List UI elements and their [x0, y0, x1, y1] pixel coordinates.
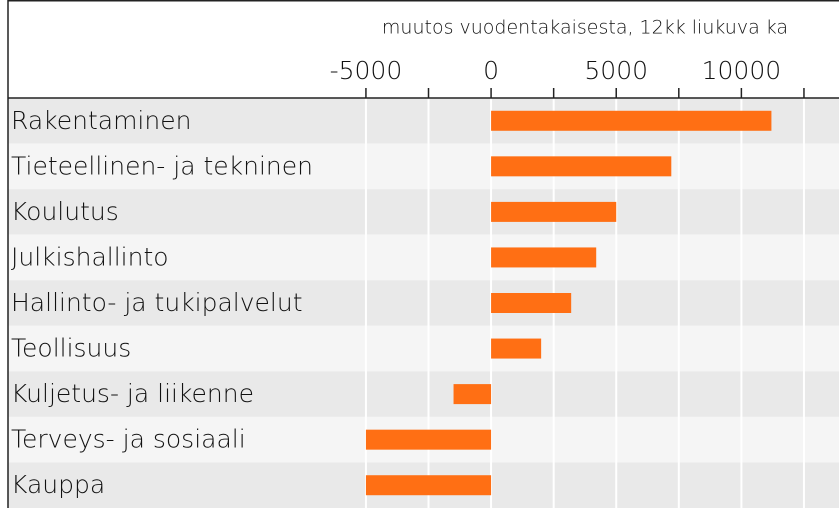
bar	[491, 247, 597, 268]
x-tick-label: 0	[483, 56, 499, 85]
x-tick-label: -5000	[330, 56, 403, 85]
row-band	[8, 234, 839, 281]
category-label: Kuljetus- ja liikenne	[11, 379, 254, 408]
category-label: Julkishallinto	[11, 242, 169, 271]
category-label: Terveys- ja sosiaali	[11, 425, 246, 454]
bar	[491, 293, 572, 313]
category-label: Tieteellinen- ja tekninen	[11, 151, 313, 180]
bar	[491, 338, 542, 359]
bar	[491, 110, 772, 131]
row-band	[8, 280, 839, 326]
category-label: Koulutus	[11, 197, 119, 226]
bar	[365, 429, 492, 450]
category-label: Teollisuus	[11, 334, 131, 363]
x-tick-label: 5000	[584, 56, 648, 85]
row-band	[8, 143, 839, 190]
bar	[453, 384, 492, 405]
category-label: Rakentaminen	[11, 106, 191, 135]
bar	[491, 156, 672, 177]
bar	[365, 475, 492, 496]
row-band	[8, 371, 839, 417]
chart-title: muutos vuodentakaisesta, 12kk liukuva ka	[382, 17, 788, 39]
bar	[491, 201, 617, 222]
row-band	[8, 189, 839, 235]
row-band	[8, 325, 839, 372]
category-label: Hallinto- ja tukipalvelut	[11, 288, 303, 317]
category-label: Kauppa	[11, 470, 105, 499]
x-tick-label: 10000	[702, 56, 782, 85]
